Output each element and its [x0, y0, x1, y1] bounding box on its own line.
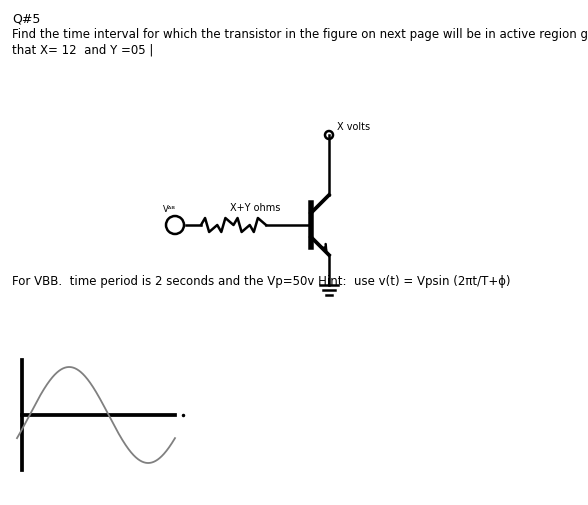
Text: X+Y ohms: X+Y ohms	[230, 203, 280, 213]
Text: Find the time interval for which the transistor in the figure on next page will : Find the time interval for which the tra…	[12, 28, 588, 41]
Text: Q#5: Q#5	[12, 12, 41, 25]
Text: Vᴬᴮ: Vᴬᴮ	[163, 205, 176, 214]
Text: X volts: X volts	[337, 122, 370, 132]
Text: that X= 12  and Y =05 |: that X= 12 and Y =05 |	[12, 44, 153, 57]
Text: For VBB.  time period is 2 seconds and the Vp=50v Hint:  use v(t) = Vpsin (2πt/T: For VBB. time period is 2 seconds and th…	[12, 275, 510, 288]
